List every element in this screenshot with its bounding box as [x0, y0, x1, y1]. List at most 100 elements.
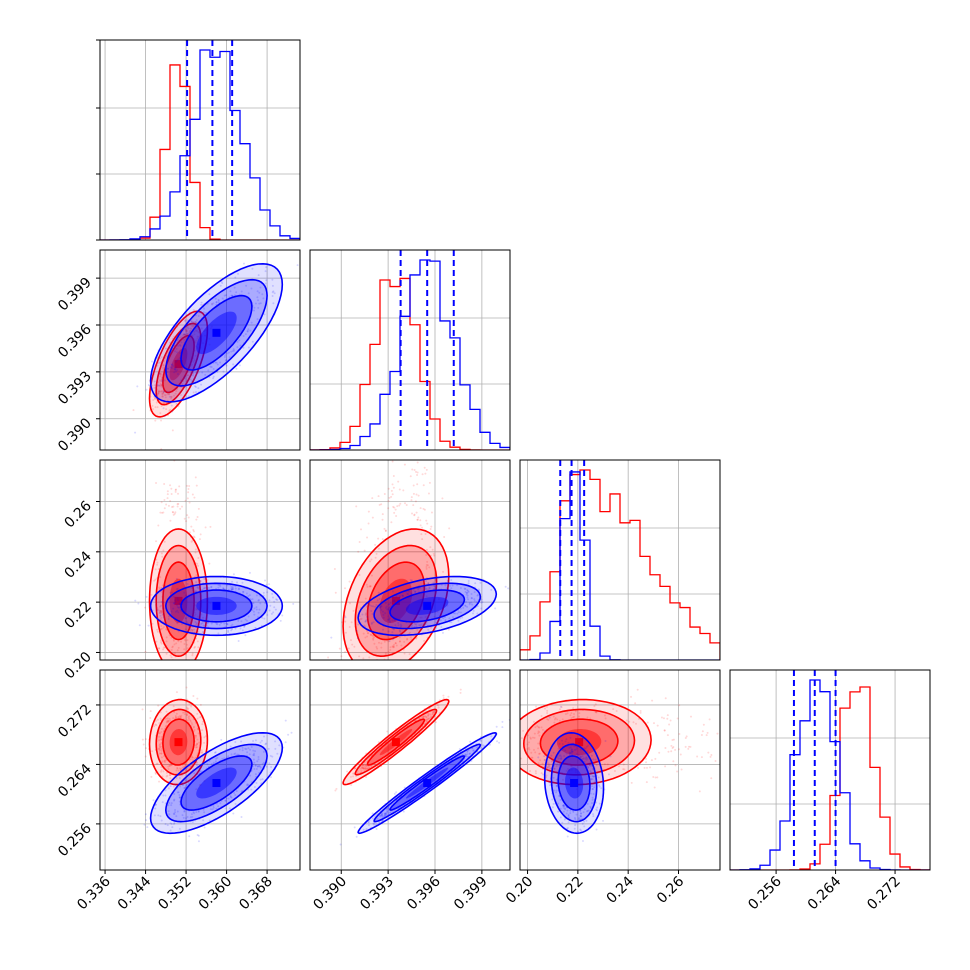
sample-point — [387, 603, 390, 606]
sample-point — [169, 773, 172, 776]
sample-point — [480, 598, 483, 601]
sample-point — [219, 361, 222, 364]
sample-point — [668, 723, 671, 726]
sample-point — [362, 767, 365, 770]
sample-point — [575, 767, 578, 770]
sample-point — [159, 361, 162, 364]
sample-point — [215, 622, 218, 625]
sample-point — [220, 622, 223, 625]
sample-point — [205, 311, 208, 314]
sample-point — [254, 764, 257, 767]
sample-point — [427, 588, 430, 591]
sample-point — [362, 767, 365, 770]
sample-point — [186, 706, 189, 709]
sample-point — [223, 757, 226, 760]
sample-point — [520, 757, 523, 760]
sample-point — [397, 480, 400, 483]
sample-point — [145, 819, 148, 822]
sample-point — [166, 720, 169, 723]
sample-point — [585, 757, 588, 760]
sample-point — [710, 754, 713, 757]
sample-point — [403, 786, 406, 789]
sample-point — [170, 656, 173, 659]
sample-point — [430, 626, 433, 629]
sample-point — [165, 771, 168, 774]
sample-point — [414, 623, 417, 626]
sample-point — [189, 378, 192, 381]
sample-point — [679, 753, 682, 756]
sample-point — [190, 363, 193, 366]
sample-point — [542, 750, 545, 753]
sample-point — [251, 598, 254, 601]
sample-point — [537, 730, 540, 733]
sample-point — [173, 798, 176, 801]
sample-point — [448, 527, 451, 530]
sample-point — [538, 734, 541, 737]
sample-point — [372, 822, 375, 825]
sample-point — [707, 751, 710, 754]
sample-point — [401, 594, 404, 597]
sample-point — [591, 785, 594, 788]
sample-point — [172, 705, 175, 708]
sample-point — [252, 602, 255, 605]
sample-point — [570, 712, 573, 715]
sample-point — [734, 726, 736, 728]
sample-point — [710, 777, 713, 780]
sample-point — [552, 802, 555, 805]
sample-point — [194, 551, 197, 554]
histogram-series-1 — [520, 471, 720, 660]
sample-point — [565, 812, 568, 815]
sample-point — [177, 502, 180, 505]
sample-point — [160, 627, 163, 630]
sample-point — [378, 597, 381, 600]
contour-series-0 — [155, 322, 202, 406]
sample-point — [674, 748, 677, 751]
sample-point — [473, 599, 476, 602]
sample-point — [352, 609, 355, 612]
contour-series-1 — [149, 731, 284, 835]
sample-point — [476, 746, 479, 749]
sample-point — [354, 767, 357, 770]
sample-point — [224, 799, 227, 802]
sample-point — [432, 390, 434, 392]
sample-point — [245, 592, 248, 595]
sample-point — [733, 780, 735, 782]
sample-point — [182, 711, 185, 714]
sample-point — [173, 792, 176, 795]
sample-point — [587, 766, 590, 769]
sample-point — [468, 603, 471, 606]
sample-point — [155, 762, 158, 765]
sample-point — [158, 390, 161, 393]
sample-point — [181, 766, 184, 769]
sample-point — [215, 807, 218, 810]
sample-point — [468, 752, 471, 755]
sample-point — [177, 715, 180, 718]
sample-point — [570, 749, 573, 752]
sample-point — [427, 492, 430, 495]
sample-point — [225, 294, 228, 297]
sample-point — [425, 718, 428, 721]
sample-point — [609, 755, 612, 758]
sample-point — [196, 608, 199, 611]
sample-point — [177, 791, 180, 794]
sample-point — [184, 769, 187, 772]
sample-point — [370, 764, 373, 767]
panel-3-2 — [519, 669, 736, 871]
sample-point — [188, 715, 191, 718]
sample-point — [550, 754, 553, 757]
sample-point — [348, 580, 351, 583]
contour-series-1 — [389, 589, 466, 623]
sample-point — [196, 738, 199, 741]
sample-point — [154, 578, 157, 581]
sample-point — [183, 713, 186, 716]
sample-point — [174, 716, 177, 719]
sample-point — [165, 636, 168, 639]
sample-point — [157, 392, 160, 395]
sample-point — [645, 761, 648, 764]
sample-point — [199, 769, 202, 772]
sample-point — [162, 391, 165, 394]
sample-point — [456, 584, 459, 587]
sample-point — [196, 728, 199, 731]
sample-point — [179, 351, 182, 354]
sample-point — [586, 809, 589, 812]
